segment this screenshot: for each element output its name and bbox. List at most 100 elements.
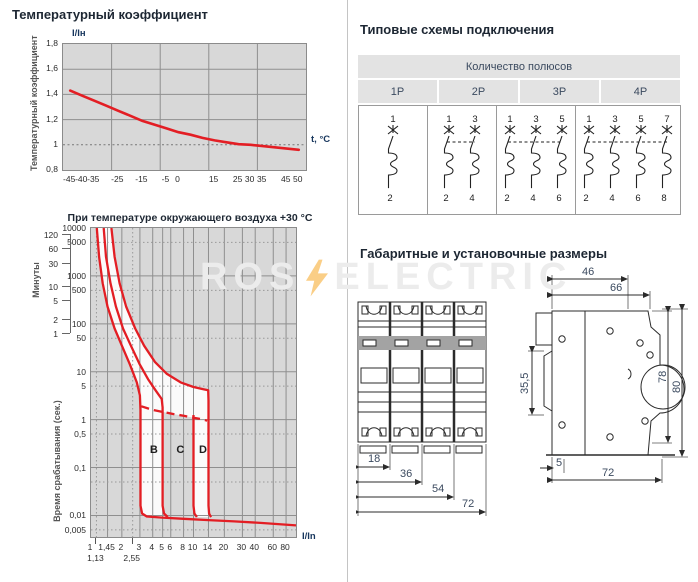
front-view-drawing: 18 36 54 72 xyxy=(356,301,487,516)
dim-72: 72 xyxy=(462,498,474,510)
terminal-number-top: 5 xyxy=(559,114,564,125)
trip-x-tick: 1,45 xyxy=(98,542,115,552)
trip-x-tick: 8 xyxy=(180,542,185,552)
column-header-2p: 2P xyxy=(439,80,520,103)
temp-y-tick: 1,2 xyxy=(46,113,58,124)
terminal-number-bottom: 6 xyxy=(635,193,640,204)
pole-symbol-group-4P: 1 2 3 4 5 6 7 8 xyxy=(583,114,673,204)
dim-46: 46 xyxy=(582,266,594,278)
trip-x-tick: 20 xyxy=(218,542,229,552)
trip-x-tick: 1 xyxy=(87,542,93,552)
column-divider xyxy=(347,0,348,582)
poles-table-header: Количество полюсов xyxy=(358,55,680,80)
terminal-number-top: 3 xyxy=(612,114,617,125)
terminal-number-top: 1 xyxy=(446,114,451,125)
trip-x-tick: 60 xyxy=(267,542,277,552)
trip-x-tick: 5 xyxy=(159,542,164,552)
terminal-number-bottom: 4 xyxy=(530,193,535,204)
temp-x-tick: 15 xyxy=(208,174,219,184)
minutes-tick-mark xyxy=(62,285,70,287)
trip-seconds-tick: 1000 xyxy=(67,270,86,281)
temp-x-tick: 45 xyxy=(281,174,291,184)
trip-seconds-tick: 10000 xyxy=(62,223,86,233)
terminal-number-bottom: 2 xyxy=(583,193,588,204)
pole-symbol-group-2P: 1 2 3 4 xyxy=(443,114,481,204)
trip-minutes-tick: 120 xyxy=(43,229,58,240)
dim-35-5: 35,5 xyxy=(519,373,531,394)
trip-x-sub-tick: 1,13 xyxy=(87,553,104,563)
trip-minutes-tick: 60 xyxy=(48,244,58,255)
terminal-number-bottom: 8 xyxy=(661,193,666,204)
dim-36: 36 xyxy=(400,468,412,480)
terminal-number-bottom: 4 xyxy=(609,193,614,204)
trip-curve-thermal-max-B-min-C xyxy=(102,228,169,518)
terminal-number-bottom: 2 xyxy=(504,193,509,204)
terminal-number-top: 3 xyxy=(533,114,538,125)
terminal-number-top: 1 xyxy=(390,114,395,125)
temp-chart-y-axis-label: Температурный коэффициент xyxy=(29,35,39,171)
trip-seconds-tick: 100 xyxy=(71,318,86,329)
minutes-tick-mark xyxy=(62,333,70,335)
temp-x-tick: 35 xyxy=(256,174,267,184)
trip-minutes-tick: 1 xyxy=(53,329,58,340)
trip-curve-thermal-lower-boundary-dashed xyxy=(141,405,208,422)
trip-x-tick: 40 xyxy=(249,542,259,552)
temp-x-tick: -5 xyxy=(161,174,170,184)
temp-x-tick: -35 xyxy=(87,174,100,184)
terminal-number-top: 7 xyxy=(664,114,669,125)
dim-80: 80 xyxy=(671,381,683,393)
terminal-number-top: 5 xyxy=(638,114,643,125)
dimension-lines xyxy=(529,276,685,483)
trip-x-tick: 14 xyxy=(202,542,213,552)
trip-x-tick: 80 xyxy=(280,542,290,552)
temp-x-tick: 0 xyxy=(175,174,180,184)
mounting-feet xyxy=(359,445,483,454)
side-view-drawing: 46 66 35,5 78 80 5 72 xyxy=(519,266,688,483)
trip-chart-title: При температуре окружающего воздуха +30 … xyxy=(67,212,313,224)
temp-y-tick: 1,8 xyxy=(46,38,58,48)
dimensions-section-title: Габаритные и установочные размеры xyxy=(360,246,608,261)
trip-seconds-tick: 0,01 xyxy=(69,510,86,521)
minutes-tick-mark xyxy=(62,262,70,264)
curve-label-C: C xyxy=(176,444,184,456)
trip-curve-max-C-D xyxy=(110,228,213,518)
trip-seconds-tick: 5 xyxy=(81,381,86,392)
trip-x-tick: 10 xyxy=(187,542,198,552)
temp-y-tick: 1 xyxy=(53,138,58,149)
column-header-3p: 3P xyxy=(520,80,601,103)
trip-curve-min-D-vertical xyxy=(192,415,198,518)
temp-x-tick: -40 xyxy=(75,174,88,184)
terminal-number-bottom: 4 xyxy=(469,193,474,204)
column-header-4p: 4P xyxy=(601,80,680,103)
minutes-axis-line xyxy=(70,233,71,334)
top-terminals xyxy=(361,305,483,315)
temp-x-tick: 30 xyxy=(244,174,255,184)
terminal-number-bottom: 2 xyxy=(443,193,448,204)
dim-5: 5 xyxy=(556,457,562,469)
minutes-tick-mark xyxy=(62,248,70,250)
trip-seconds-tick: 5000 xyxy=(67,237,86,248)
trip-minutes-tick: 30 xyxy=(48,258,58,269)
terminal-number-bottom: 2 xyxy=(387,193,392,204)
temp-y-tick: 1,4 xyxy=(46,88,58,99)
trip-x-tick: 30 xyxy=(236,542,247,552)
dim-54: 54 xyxy=(432,483,444,495)
dim-18: 18 xyxy=(368,453,380,465)
trip-x-tick: 3 xyxy=(136,542,142,552)
trip-seconds-tick: 0,5 xyxy=(74,429,86,440)
temp-chart-x-unit-label: t, °C xyxy=(311,134,331,145)
trip-minutes-tick: 10 xyxy=(48,281,58,292)
pole-symbol-group-3P: 1 2 3 4 5 6 xyxy=(504,114,568,204)
terminal-number-top: 3 xyxy=(472,114,477,125)
terminal-number-top: 1 xyxy=(586,114,591,125)
wiring-diagram-2p: 1 2 3 4 xyxy=(427,105,497,215)
dim-66: 66 xyxy=(610,282,622,294)
dimension-lines xyxy=(356,464,486,515)
temp-y-tick: 0,8 xyxy=(46,164,58,174)
trip-minutes-tick: 5 xyxy=(53,295,58,306)
minutes-tick-mark xyxy=(62,319,70,321)
poles-table-subheader-row: 1P 2P 3P 4P xyxy=(358,80,680,103)
trip-seconds-tick: 10 xyxy=(76,366,86,377)
toggle-band xyxy=(358,336,486,350)
